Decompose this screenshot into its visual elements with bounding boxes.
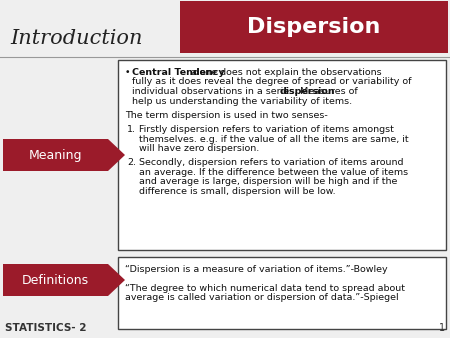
- FancyBboxPatch shape: [118, 257, 446, 329]
- Text: average is called variation or dispersion of data.”-Spiegel: average is called variation or dispersio…: [125, 293, 399, 303]
- Text: and average is large, dispersion will be high and if the: and average is large, dispersion will be…: [139, 177, 397, 186]
- Text: themselves. e.g. if the value of all the items are same, it: themselves. e.g. if the value of all the…: [139, 135, 409, 144]
- Text: dispersion: dispersion: [280, 87, 336, 96]
- Text: fully as it does reveal the degree of spread or variability of: fully as it does reveal the degree of sp…: [132, 77, 411, 87]
- Text: STATISTICS- 2: STATISTICS- 2: [5, 323, 86, 333]
- Text: an average. If the difference between the value of items: an average. If the difference between th…: [139, 168, 408, 177]
- Text: 2.: 2.: [127, 158, 136, 167]
- Text: help us understanding the variability of items.: help us understanding the variability of…: [132, 97, 352, 105]
- Text: Secondly, dispersion refers to variation of items around: Secondly, dispersion refers to variation…: [139, 158, 404, 167]
- Text: will have zero dispersion.: will have zero dispersion.: [139, 144, 259, 153]
- Text: Firstly dispersion refers to variation of items amongst: Firstly dispersion refers to variation o…: [139, 125, 394, 134]
- Text: The term dispersion is used in two senses-: The term dispersion is used in two sense…: [125, 111, 328, 120]
- Polygon shape: [3, 264, 125, 296]
- Polygon shape: [3, 139, 125, 171]
- Text: difference is small, dispersion will be low.: difference is small, dispersion will be …: [139, 187, 336, 196]
- Text: Definitions: Definitions: [22, 273, 89, 287]
- FancyBboxPatch shape: [180, 1, 448, 53]
- Text: Dispersion: Dispersion: [248, 17, 381, 37]
- Text: Central Tendency: Central Tendency: [132, 68, 225, 77]
- Text: individual observations in a series. Measures of: individual observations in a series. Mea…: [132, 87, 361, 96]
- Text: Meaning: Meaning: [29, 148, 82, 162]
- Text: •: •: [125, 68, 130, 77]
- Text: “The degree to which numerical data tend to spread about: “The degree to which numerical data tend…: [125, 284, 405, 293]
- FancyBboxPatch shape: [118, 60, 446, 250]
- Text: 1: 1: [439, 323, 445, 333]
- Text: “Dispersion is a measure of variation of items.”-Bowley: “Dispersion is a measure of variation of…: [125, 265, 387, 274]
- Text: Introduction: Introduction: [10, 28, 143, 48]
- Text: 1.: 1.: [127, 125, 136, 134]
- Text: alone does not explain the observations: alone does not explain the observations: [188, 68, 382, 77]
